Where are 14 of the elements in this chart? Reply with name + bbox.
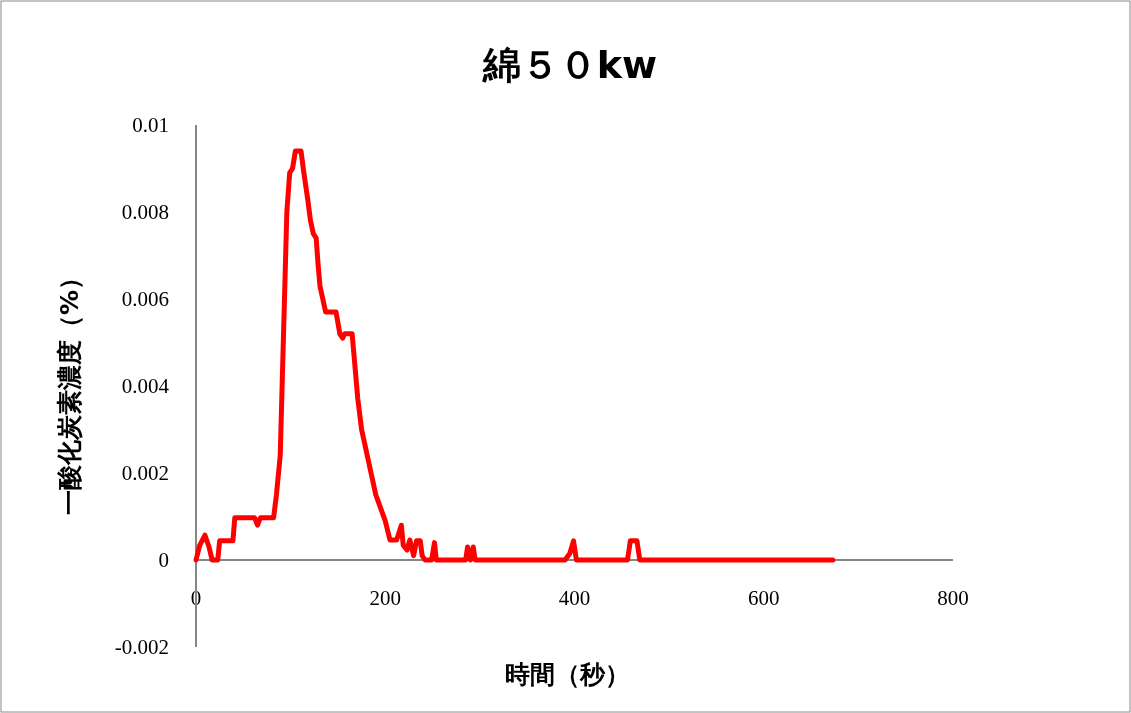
y-tick-label: 0.004 xyxy=(121,374,170,398)
y-tick-label: 0.006 xyxy=(121,287,169,311)
y-tick-label: 0 xyxy=(158,548,169,572)
y-tick-label: 0.01 xyxy=(132,113,169,137)
x-tick-label: 400 xyxy=(558,586,591,610)
x-tick-label: 800 xyxy=(937,586,969,610)
y-axis-title: 一酸化炭素濃度（%） xyxy=(55,264,84,516)
y-tick-label: 0.002 xyxy=(121,461,169,485)
chart-title: 綿５０kw xyxy=(481,43,658,87)
x-axis-title: 時間（秒） xyxy=(504,660,630,689)
y-tick-label: 0.008 xyxy=(121,200,169,224)
y-tick-label: -0.002 xyxy=(114,635,169,659)
x-tick-label: 200 xyxy=(369,586,401,610)
x-tick-label: 600 xyxy=(748,586,780,610)
